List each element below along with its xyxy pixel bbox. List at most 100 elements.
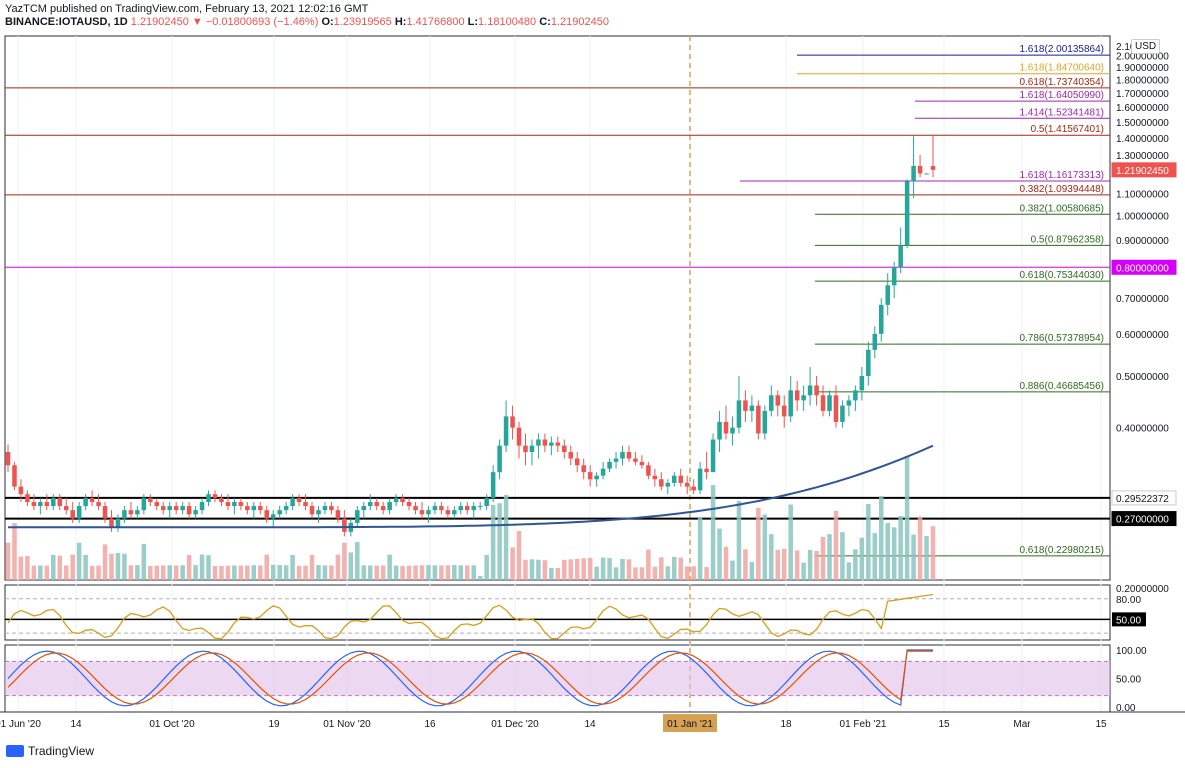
candle-body bbox=[756, 405, 761, 434]
candle-body bbox=[775, 395, 781, 406]
volume-bar bbox=[490, 504, 496, 580]
volume-bar bbox=[607, 558, 612, 580]
candle-body bbox=[102, 506, 108, 519]
volume-bar bbox=[581, 558, 586, 580]
volume-bar bbox=[684, 566, 690, 580]
volume-bar bbox=[633, 567, 638, 580]
candle-body bbox=[141, 498, 147, 511]
candle-body bbox=[594, 475, 599, 480]
volume-bar bbox=[44, 565, 50, 580]
candle-body bbox=[25, 494, 30, 503]
volume-bar bbox=[749, 562, 755, 580]
candle-body bbox=[769, 395, 774, 411]
volume-bar bbox=[258, 565, 263, 580]
fib-level-label: 1.414(1.52341481) bbox=[1019, 107, 1104, 118]
volume-bar bbox=[329, 565, 334, 580]
volume-bar bbox=[160, 565, 166, 580]
y-tick-label: 0.50000000 bbox=[1116, 372, 1169, 383]
volume-bar bbox=[840, 532, 845, 580]
fib-level-label: 0.382(1.00580685) bbox=[1019, 203, 1104, 214]
candle-body bbox=[523, 445, 528, 453]
candle-body bbox=[794, 390, 800, 401]
volume-bar bbox=[406, 565, 412, 580]
volume-bar bbox=[458, 565, 464, 580]
volume-bar bbox=[5, 542, 11, 580]
candle-body bbox=[704, 468, 709, 473]
volume-bar bbox=[930, 526, 936, 580]
candle-body bbox=[639, 461, 645, 466]
volume-bar bbox=[807, 549, 813, 580]
price-marker-label: 0.27000000 bbox=[1116, 515, 1169, 526]
volume-bar bbox=[212, 566, 218, 580]
candle-body bbox=[335, 510, 341, 519]
candle-body bbox=[206, 494, 211, 503]
volume-bar bbox=[18, 556, 24, 580]
candle-body bbox=[827, 395, 832, 411]
y-tick-label: 1.50000000 bbox=[1116, 118, 1169, 129]
volume-bar bbox=[710, 485, 716, 580]
candle-body bbox=[316, 510, 321, 515]
volume-bar bbox=[264, 554, 270, 580]
volume-bar bbox=[866, 504, 871, 580]
candle-body bbox=[193, 510, 198, 515]
volume-bar bbox=[898, 516, 903, 580]
candle-body bbox=[63, 506, 69, 511]
volume-bar bbox=[885, 523, 890, 580]
fib-level-label: 1.618(1.84700640) bbox=[1019, 63, 1104, 74]
candle-body bbox=[490, 472, 496, 499]
volume-bar bbox=[671, 556, 677, 580]
rsi-line bbox=[7, 593, 934, 640]
candle-body bbox=[270, 514, 276, 519]
tradingview-brand[interactable]: TradingView bbox=[6, 744, 94, 758]
candle-body bbox=[549, 442, 554, 446]
candle-body bbox=[122, 510, 127, 519]
y-tick-label: 0.60000000 bbox=[1116, 330, 1169, 341]
candle-body bbox=[426, 510, 431, 515]
candle-body bbox=[853, 390, 858, 401]
volume-bar bbox=[219, 565, 224, 580]
volume-bar bbox=[465, 565, 470, 580]
volume-bar bbox=[846, 562, 852, 580]
price-marker-label: 1.21902450 bbox=[1116, 166, 1169, 177]
candle-body bbox=[245, 506, 250, 511]
x-tick-label: 15 bbox=[1095, 719, 1107, 730]
candle-body bbox=[911, 165, 916, 182]
candle-body bbox=[885, 285, 890, 305]
currency-badge[interactable]: USD bbox=[1131, 39, 1161, 54]
volume-bar bbox=[245, 565, 250, 580]
volume-bar bbox=[477, 576, 483, 580]
candle-body bbox=[154, 502, 160, 507]
volume-bar bbox=[128, 565, 134, 580]
candle-body bbox=[361, 506, 367, 511]
volume-bar bbox=[432, 565, 438, 580]
candle-body bbox=[898, 245, 903, 268]
x-tick-label: 01 Oct '20 bbox=[149, 719, 195, 730]
volume-bar bbox=[743, 549, 748, 580]
candle-body bbox=[697, 468, 703, 491]
volume-bar bbox=[924, 536, 929, 580]
volume-bar bbox=[96, 565, 101, 580]
x-tick-label: 18 bbox=[780, 719, 792, 730]
volume-bar bbox=[788, 504, 793, 580]
price-marker bbox=[1111, 490, 1177, 506]
candle-body bbox=[762, 410, 768, 434]
volume-bar bbox=[730, 560, 735, 580]
candle-body bbox=[31, 502, 37, 507]
volume-bar bbox=[665, 566, 671, 580]
candle-body bbox=[749, 405, 755, 411]
y-tick-label: 1.30000000 bbox=[1116, 151, 1169, 162]
y-tick-label: 1.00000000 bbox=[1116, 212, 1169, 223]
fib-level-label: 0.618(0.22980215) bbox=[1019, 545, 1104, 556]
fib-level-label: 0.886(0.46685456) bbox=[1019, 381, 1104, 392]
candle-body bbox=[432, 506, 438, 511]
candle-body bbox=[458, 506, 464, 511]
volume-bar bbox=[872, 533, 878, 580]
close-value: 1.21902450 bbox=[550, 16, 609, 28]
candle-body bbox=[387, 502, 392, 511]
stoch-k-line bbox=[7, 649, 933, 707]
publisher-line: YazTCM published on TradingView.com, Feb… bbox=[5, 3, 368, 15]
volume-bar bbox=[452, 565, 457, 580]
candle-body bbox=[814, 385, 819, 396]
candle-body bbox=[12, 465, 17, 487]
